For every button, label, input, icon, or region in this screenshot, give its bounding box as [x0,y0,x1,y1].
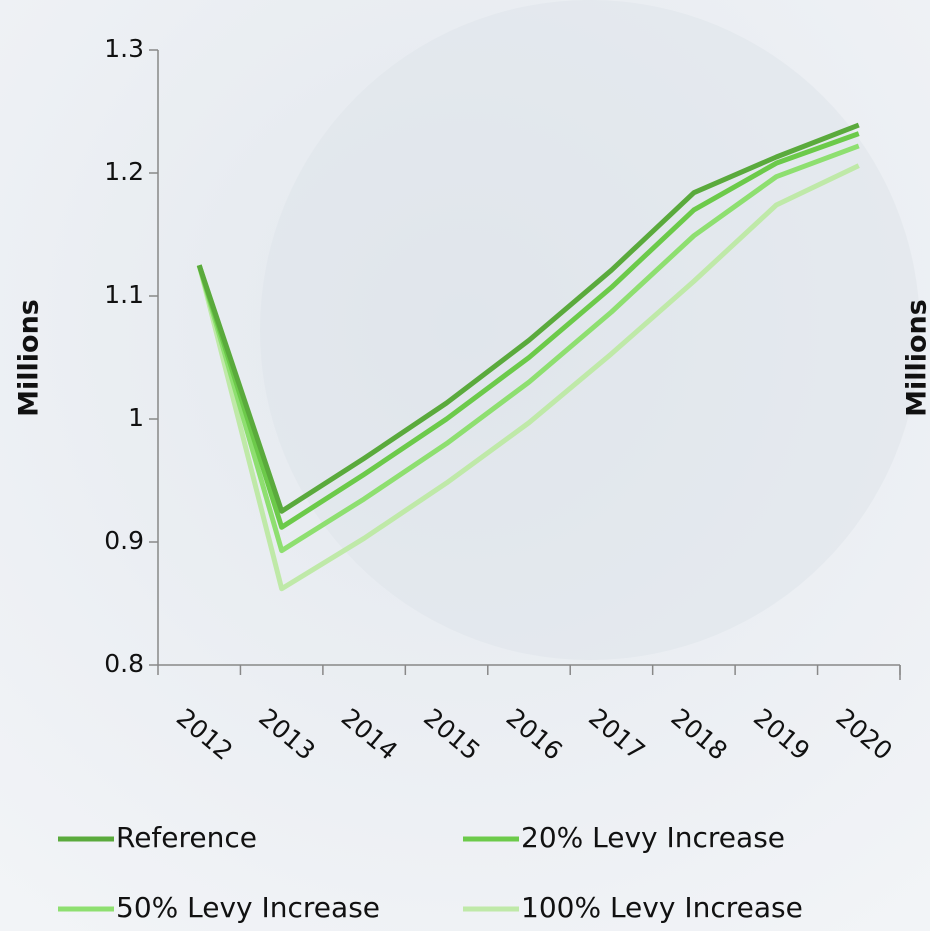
legend-label: 20% Levy Increase [521,821,785,854]
series-line [196,122,860,514]
y-tick-label: 0.8 [104,649,144,678]
y-tick-label: 0.9 [104,526,144,555]
clipped-axis-label: Millions [902,299,930,417]
series-line [196,163,860,592]
y-axis-label: Millions [14,299,45,417]
y-tick-label: 1.1 [104,280,144,309]
legend-label: Reference [116,821,257,854]
y-tick-label: 1.2 [104,157,144,186]
legend-label: 100% Levy Increase [521,891,803,924]
y-tick-label: 1.3 [104,34,144,63]
series-line [196,143,860,554]
y-tick-label: 1 [128,403,144,432]
legend-label: 50% Levy Increase [116,891,380,924]
series-line [196,131,860,530]
